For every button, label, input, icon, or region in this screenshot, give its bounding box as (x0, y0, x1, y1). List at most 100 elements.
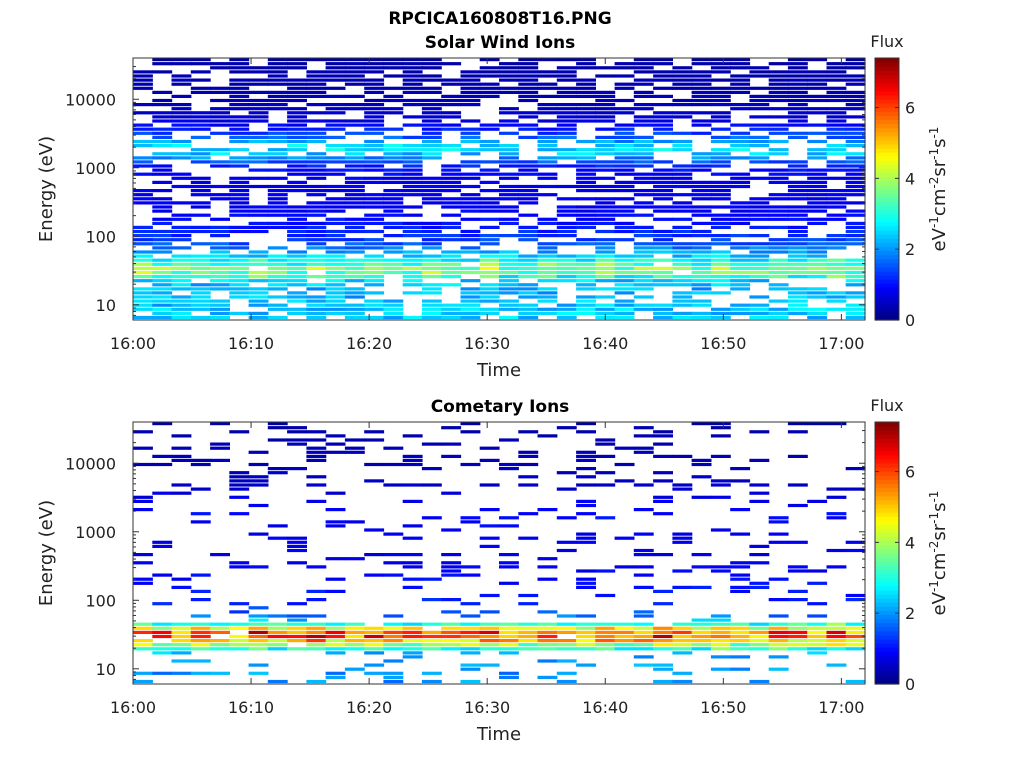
heatmap-cell (248, 160, 269, 164)
heatmap-cell (653, 602, 673, 606)
heatmap-cell (691, 180, 712, 184)
heatmap-cell (499, 156, 519, 160)
heatmap-cell (460, 90, 481, 94)
heatmap-cell (826, 487, 847, 491)
heatmap-cell (653, 639, 673, 643)
heatmap-cell (441, 573, 462, 577)
heatmap-cell (556, 626, 577, 630)
heatmap-cell (171, 217, 192, 221)
heatmap-cell (499, 123, 519, 127)
heatmap-cell (614, 291, 635, 295)
heatmap-cell (248, 311, 269, 315)
heatmap-cell (229, 127, 250, 131)
heatmap-cell (364, 90, 385, 94)
heatmap-cell (344, 557, 365, 561)
heatmap-cell (402, 315, 423, 320)
heatmap-cell (730, 58, 751, 62)
heatmap-cell (460, 602, 481, 606)
heatmap-cell (710, 103, 731, 107)
heatmap-cell (499, 553, 519, 557)
heatmap-cell (710, 291, 731, 295)
heatmap-cell (190, 520, 211, 524)
heatmap-cell (267, 103, 288, 107)
heatmap-cell (152, 144, 173, 148)
heatmap-cell (518, 123, 539, 127)
heatmap-cell (152, 270, 173, 275)
heatmap-cell (556, 107, 577, 111)
heatmap-cell (171, 238, 192, 242)
heatmap-cell (807, 266, 828, 270)
heatmap-cell (614, 446, 635, 450)
heatmap-cell (287, 111, 307, 115)
heatmap-cell (787, 647, 808, 651)
heatmap-cell (210, 311, 230, 315)
heatmap-cell (730, 74, 751, 78)
heatmap-cell (672, 283, 693, 287)
heatmap-cell (325, 66, 346, 70)
heatmap-cell (633, 189, 654, 193)
heatmap-cell (710, 254, 731, 258)
heatmap-cell (633, 663, 654, 667)
heatmap-cell (402, 585, 423, 589)
heatmap-cell (518, 197, 539, 201)
heatmap-cell (287, 614, 307, 618)
heatmap-cell (479, 275, 500, 279)
heatmap-cell (556, 254, 577, 258)
heatmap-cell (229, 225, 250, 229)
heatmap-cell (229, 98, 250, 103)
heatmap-cell (845, 647, 866, 651)
heatmap-cell (672, 74, 693, 78)
heatmap-cell (402, 90, 423, 94)
heatmap-cell (364, 201, 385, 205)
heatmap-cell (190, 119, 211, 123)
heatmap-cell (768, 250, 789, 254)
heatmap-cell (730, 279, 751, 283)
heatmap-cell (537, 139, 558, 144)
heatmap-cell (171, 107, 192, 111)
heatmap-cell (344, 119, 365, 123)
heatmap-cell (479, 189, 500, 193)
heatmap-cell (325, 111, 346, 115)
heatmap-cell (421, 275, 442, 279)
heatmap-cell (614, 189, 635, 193)
heatmap-cell (614, 270, 635, 275)
colorbar-segment (875, 458, 899, 464)
heatmap-cell (479, 139, 500, 144)
heatmap-cell (787, 630, 808, 634)
heatmap-cell (460, 279, 481, 283)
heatmap-cell (499, 221, 519, 225)
heatmap-cell (383, 639, 404, 643)
heatmap-cell (826, 213, 847, 217)
heatmap-cell (614, 626, 635, 630)
heatmap-cell (710, 197, 731, 201)
x-tick-label: 16:20 (346, 698, 392, 717)
heatmap-cell (672, 266, 693, 270)
heatmap-cell (845, 634, 866, 639)
heatmap-cell (537, 127, 558, 131)
heatmap-cell (344, 221, 365, 225)
heatmap-cell (576, 119, 596, 123)
heatmap-cell (633, 152, 654, 156)
heatmap-cell (595, 483, 616, 487)
heatmap-cell (672, 201, 693, 205)
heatmap-cell (287, 160, 307, 164)
heatmap-cell (518, 189, 539, 193)
heatmap-cell (133, 74, 153, 78)
heatmap-cell (287, 119, 307, 123)
heatmap-cell (344, 258, 365, 262)
heatmap-cell (402, 262, 423, 266)
heatmap-cell (633, 275, 654, 279)
heatmap-cell (518, 254, 539, 258)
heatmap-cell (460, 94, 481, 98)
heatmap-cell (133, 307, 153, 311)
heatmap-cell (479, 524, 500, 528)
heatmap-cell (325, 651, 346, 655)
heatmap-cell (595, 201, 616, 205)
heatmap-cell (537, 266, 558, 270)
heatmap-cell (287, 634, 307, 639)
heatmap-cell (845, 131, 866, 135)
heatmap-cell (826, 107, 847, 111)
heatmap-cell (460, 197, 481, 201)
heatmap-cell (537, 434, 558, 438)
heatmap-cell (479, 295, 500, 299)
